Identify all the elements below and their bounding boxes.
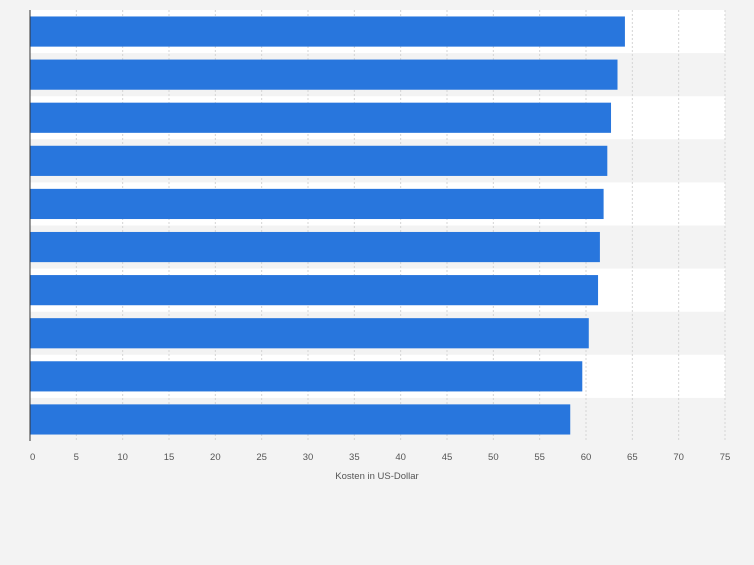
x-tick-label: 25 xyxy=(256,452,267,463)
x-tick-label: 75 xyxy=(720,452,731,463)
bar[interactable] xyxy=(30,102,612,133)
x-tick-label: 5 xyxy=(74,452,79,463)
x-tick-label: 55 xyxy=(534,452,545,463)
bar[interactable] xyxy=(30,404,571,435)
x-tick-label: 35 xyxy=(349,452,360,463)
bar[interactable] xyxy=(30,275,599,306)
x-tick-label: 10 xyxy=(117,452,128,463)
bar[interactable] xyxy=(30,361,583,392)
bar[interactable] xyxy=(30,188,604,220)
x-tick-label: 45 xyxy=(442,452,453,463)
x-tick-label: 65 xyxy=(627,452,638,463)
bar[interactable] xyxy=(30,231,600,263)
x-tick-label: 15 xyxy=(164,452,175,463)
bar[interactable] xyxy=(30,145,608,176)
bars xyxy=(30,16,625,435)
x-tick-label: 70 xyxy=(673,452,684,463)
x-tick-label: 30 xyxy=(303,452,314,463)
x-axis-label: Kosten in US-Dollar xyxy=(335,471,418,482)
bar[interactable] xyxy=(30,59,618,90)
x-tick-labels: 0 5 10 15 20 25 30 35 40 45 50 55 60 65 70 75 xyxy=(30,452,730,463)
x-tick-label: 40 xyxy=(395,452,406,463)
bar[interactable] xyxy=(30,16,625,47)
x-tick-label: 20 xyxy=(210,452,221,463)
x-tick-label: 60 xyxy=(581,452,592,463)
x-tick-label: 0 xyxy=(30,452,35,463)
bar[interactable] xyxy=(30,318,589,349)
x-tick-label: 50 xyxy=(488,452,499,463)
